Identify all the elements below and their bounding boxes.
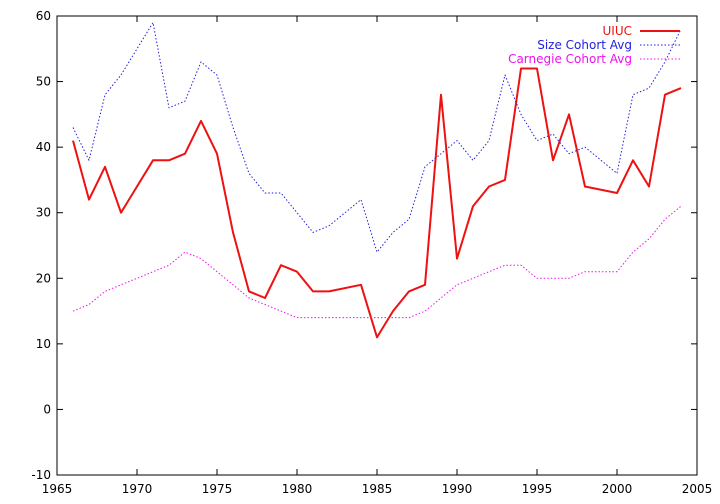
legend-label: Size Cohort Avg: [537, 38, 632, 52]
y-tick-label: 10: [36, 337, 51, 351]
y-tick-label: 40: [36, 140, 51, 154]
x-tick-label: 1970: [122, 482, 153, 496]
legend-label: Carnegie Cohort Avg: [508, 52, 632, 66]
x-tick-label: 1995: [522, 482, 553, 496]
y-tick-label: 60: [36, 9, 51, 23]
y-tick-label: 20: [36, 271, 51, 285]
legend-label: UIUC: [603, 24, 632, 38]
x-tick-label: 1980: [282, 482, 313, 496]
series-line-carnegie-cohort-avg: [72, 205, 682, 319]
series-layer: [72, 22, 682, 339]
axis-ticks: 1965 1970 1975 1980 1985 1990 1995 2000 2005 -10 0…: [31, 9, 712, 496]
x-tick-label: 2000: [602, 482, 633, 496]
x-tick-label: 2005: [682, 482, 713, 496]
y-tick-label: 50: [36, 75, 51, 89]
x-tick-label: 1975: [202, 482, 233, 496]
series-line-uiuc: [72, 67, 682, 339]
y-tick-label: -10: [31, 468, 51, 482]
y-tick-label: 0: [43, 402, 51, 416]
x-tick-label: 1990: [442, 482, 473, 496]
plot-frame: [56, 15, 698, 476]
series-line-size-cohort-avg: [72, 22, 682, 253]
y-tick-label: 30: [36, 206, 51, 220]
x-tick-label: 1985: [362, 482, 393, 496]
x-tick-label: 1965: [42, 482, 73, 496]
